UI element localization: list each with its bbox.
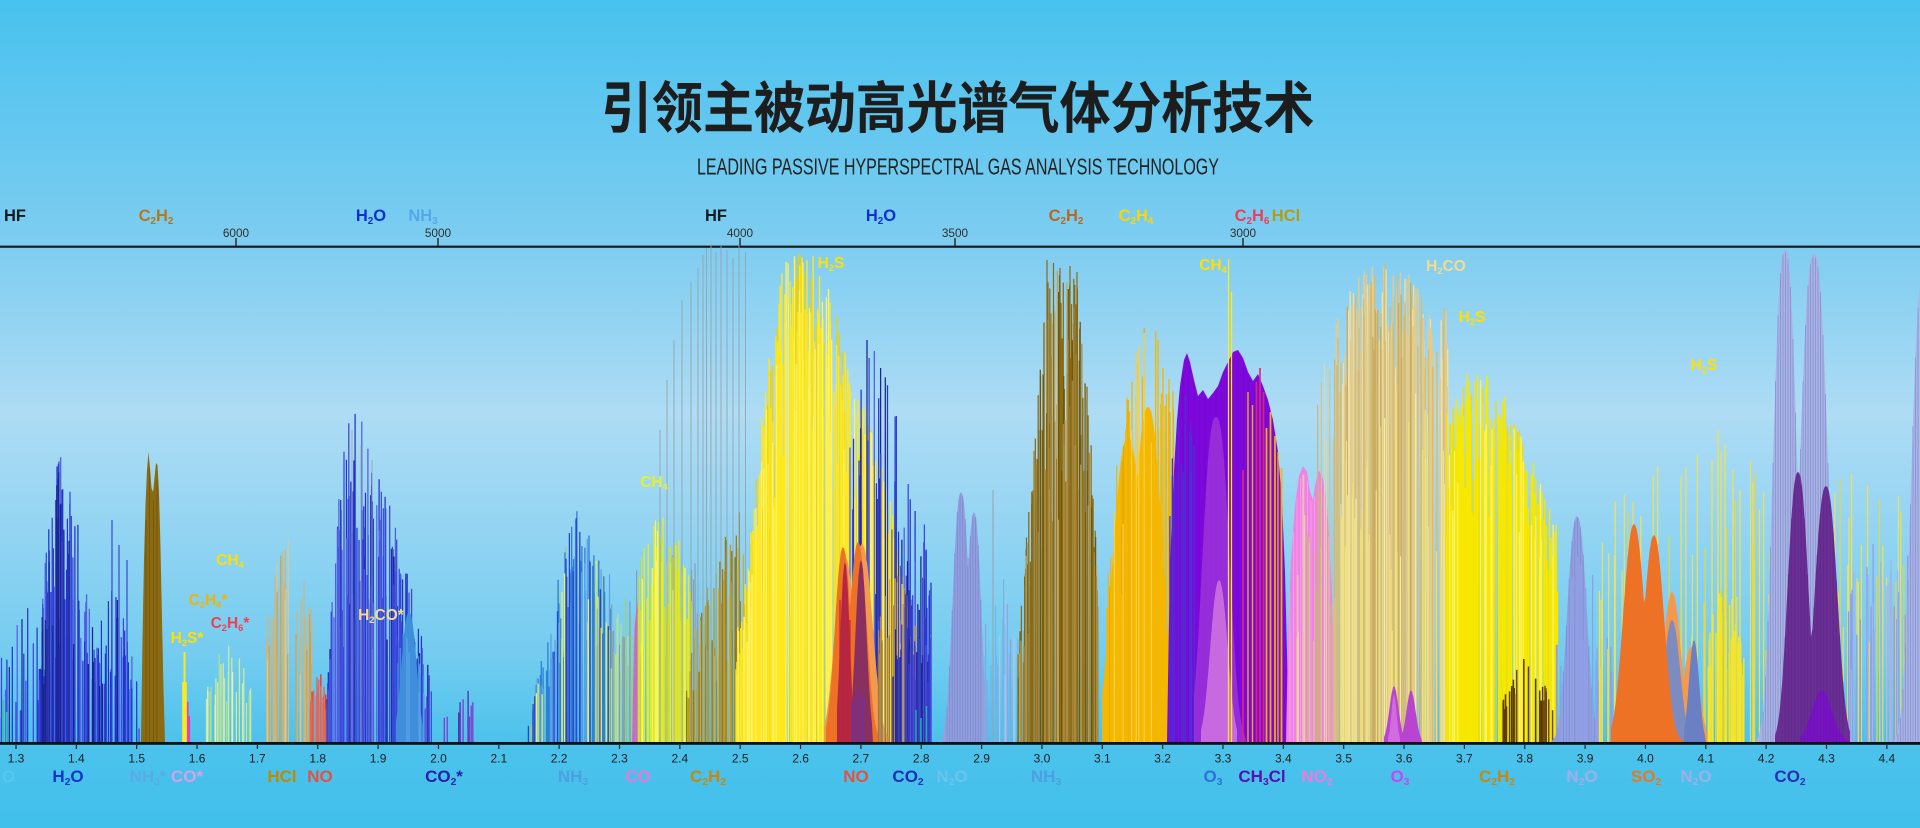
svg-text:1.3: 1.3: [8, 752, 25, 766]
svg-text:3.6: 3.6: [1396, 752, 1413, 766]
svg-text:H2S: H2S: [1691, 357, 1718, 375]
svg-text:CH4: CH4: [216, 552, 244, 570]
svg-text:C2H2: C2H2: [1479, 767, 1515, 788]
svg-text:H2CO*: H2CO*: [358, 607, 405, 625]
svg-text:1.4: 1.4: [68, 752, 85, 766]
svg-text:NH3: NH3: [558, 767, 589, 788]
svg-text:SO2: SO2: [1631, 767, 1662, 788]
svg-text:CO2: CO2: [1774, 767, 1806, 788]
svg-text:4.3: 4.3: [1818, 752, 1835, 766]
svg-text:6000: 6000: [223, 226, 250, 240]
svg-text:NO: NO: [843, 767, 869, 786]
svg-text:3.5: 3.5: [1335, 752, 1352, 766]
svg-text:5000: 5000: [425, 226, 452, 240]
svg-text:3.3: 3.3: [1215, 752, 1232, 766]
svg-text:3.4: 3.4: [1275, 752, 1292, 766]
svg-text:NO: NO: [307, 767, 333, 786]
svg-text:HCl: HCl: [267, 767, 296, 786]
svg-text:3.8: 3.8: [1516, 752, 1533, 766]
svg-text:H2O: H2O: [356, 207, 386, 227]
svg-text:1.7: 1.7: [249, 752, 266, 766]
svg-text:LEADING PASSIVE HYPERSPECTRAL: LEADING PASSIVE HYPERSPECTRAL GAS ANALYS…: [697, 154, 1219, 180]
svg-text:4000: 4000: [727, 226, 754, 240]
svg-text:C2H2: C2H2: [690, 767, 726, 788]
svg-text:CH3Cl: CH3Cl: [1238, 767, 1285, 788]
svg-text:H2S: H2S: [1459, 309, 1486, 327]
svg-text:CO2*: CO2*: [425, 767, 463, 788]
svg-text:2.3: 2.3: [611, 752, 628, 766]
svg-text:1.5: 1.5: [128, 752, 145, 766]
svg-text:C2H2: C2H2: [1049, 207, 1084, 227]
svg-text:C2H6*: C2H6*: [211, 615, 251, 633]
svg-text:HCl: HCl: [1272, 207, 1300, 225]
svg-text:2.0: 2.0: [430, 752, 447, 766]
svg-text:3.7: 3.7: [1456, 752, 1473, 766]
svg-text:NO2: NO2: [1301, 767, 1333, 788]
svg-text:3500: 3500: [942, 226, 969, 240]
svg-text:2.1: 2.1: [490, 752, 507, 766]
svg-text:N2O: N2O: [1566, 767, 1597, 788]
svg-text:O: O: [2, 767, 15, 786]
svg-text:2.4: 2.4: [672, 752, 689, 766]
svg-text:4.1: 4.1: [1697, 752, 1714, 766]
svg-text:3.0: 3.0: [1034, 752, 1051, 766]
svg-text:O3: O3: [1391, 767, 1410, 788]
svg-text:2.5: 2.5: [732, 752, 749, 766]
svg-text:C2H2: C2H2: [139, 207, 174, 227]
svg-text:2.7: 2.7: [853, 752, 870, 766]
svg-text:2.8: 2.8: [913, 752, 930, 766]
svg-text:1.8: 1.8: [309, 752, 326, 766]
svg-text:NH3: NH3: [1031, 767, 1062, 788]
svg-text:3000: 3000: [1230, 226, 1257, 240]
svg-text:CH4: CH4: [1199, 257, 1227, 275]
svg-text:H2O: H2O: [866, 207, 896, 227]
svg-text:NH3*: NH3*: [130, 767, 167, 788]
svg-text:O3: O3: [1204, 767, 1223, 788]
svg-text:2.9: 2.9: [973, 752, 990, 766]
svg-text:H2S: H2S: [818, 255, 845, 273]
svg-text:1.9: 1.9: [370, 752, 387, 766]
svg-text:H2CO: H2CO: [1426, 258, 1466, 276]
svg-text:2.6: 2.6: [792, 752, 809, 766]
svg-text:C2H6: C2H6: [1235, 207, 1270, 227]
svg-text:4.4: 4.4: [1879, 752, 1896, 766]
svg-text:2.2: 2.2: [551, 752, 568, 766]
svg-text:H2S*: H2S*: [171, 630, 205, 648]
svg-text:N2O: N2O: [936, 767, 967, 788]
svg-text:3.1: 3.1: [1094, 752, 1111, 766]
svg-text:N2O: N2O: [1680, 767, 1711, 788]
svg-text:C2H4: C2H4: [1119, 207, 1154, 227]
svg-text:3.9: 3.9: [1577, 752, 1594, 766]
svg-text:HF: HF: [705, 207, 727, 225]
svg-text:HF: HF: [4, 207, 26, 225]
svg-text:CO*: CO*: [171, 767, 204, 786]
svg-text:CO: CO: [625, 767, 651, 786]
svg-text:4.2: 4.2: [1758, 752, 1775, 766]
svg-text:C2H4*: C2H4*: [189, 592, 229, 610]
svg-text:CH4: CH4: [640, 474, 668, 492]
svg-text:CO2: CO2: [892, 767, 924, 788]
svg-text:NH3: NH3: [408, 207, 438, 227]
svg-text:1.6: 1.6: [189, 752, 206, 766]
svg-text:H2O: H2O: [52, 767, 83, 788]
svg-text:4.0: 4.0: [1637, 752, 1654, 766]
svg-text:3.2: 3.2: [1154, 752, 1171, 766]
